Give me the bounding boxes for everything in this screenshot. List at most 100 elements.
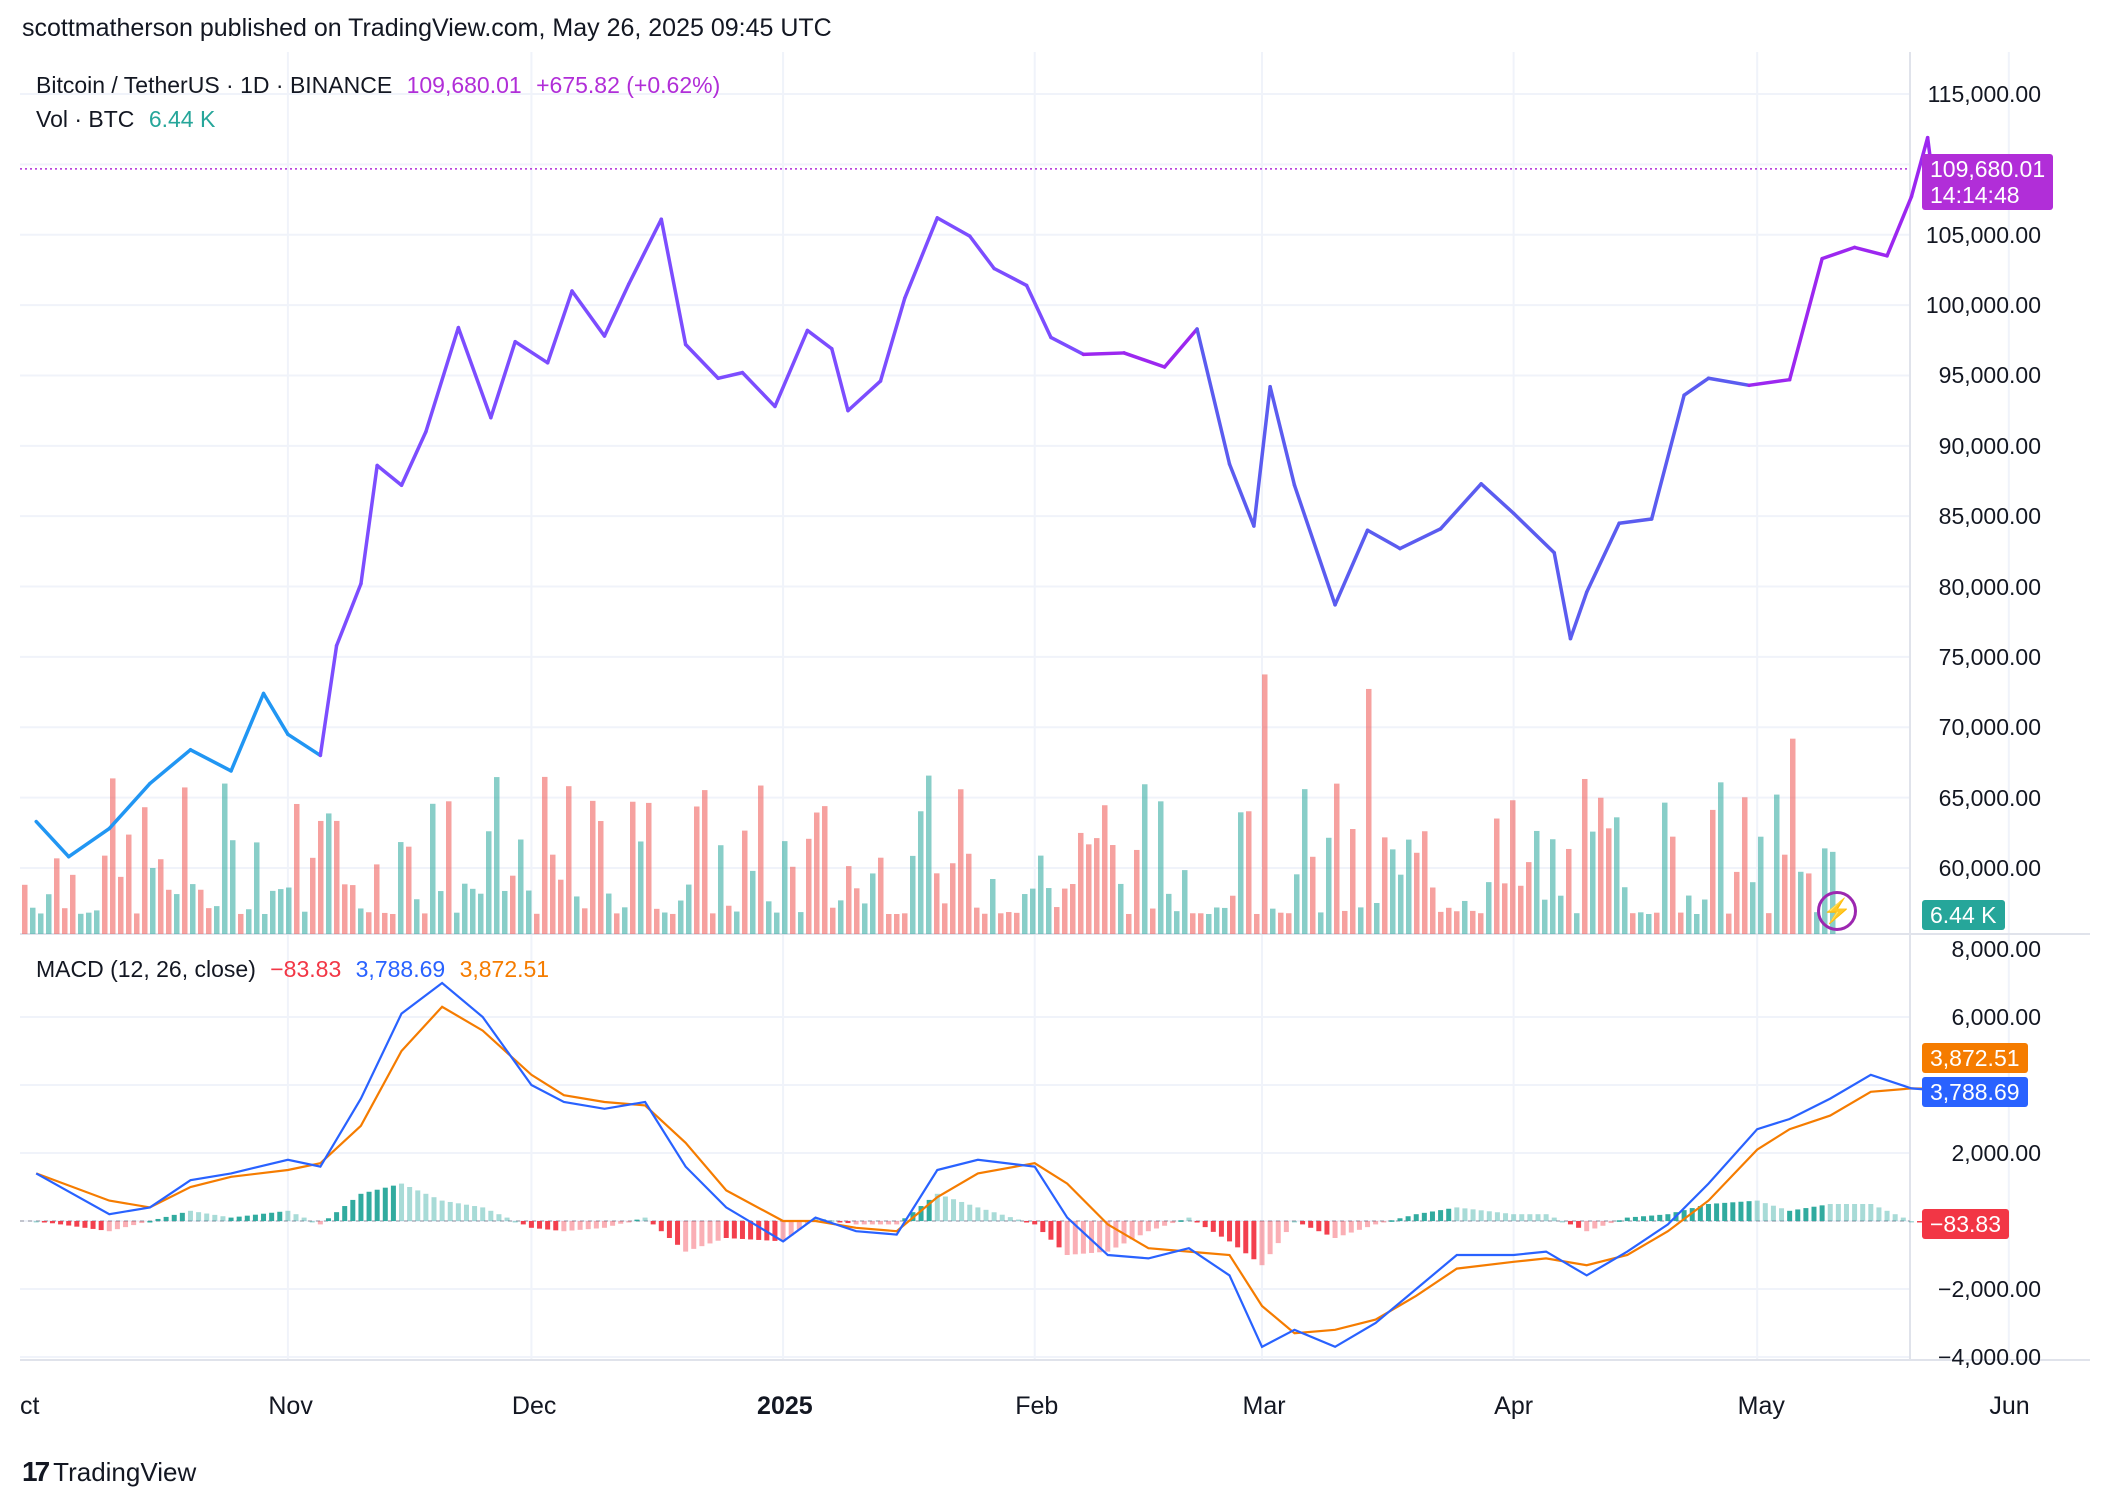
histogram-bar xyxy=(49,1221,55,1224)
volume-bar xyxy=(198,889,204,934)
macd-label: MACD (12, 26, close) xyxy=(36,956,256,982)
volume-bar xyxy=(86,912,92,934)
volume-bar xyxy=(822,806,828,934)
volume-bar xyxy=(1062,888,1068,934)
volume-bars xyxy=(22,674,1836,934)
volume-bar xyxy=(1022,894,1028,934)
grid-lines xyxy=(20,52,2090,1361)
volume-bar xyxy=(894,913,900,934)
histogram-bar xyxy=(1754,1200,1760,1221)
volume-bar xyxy=(694,806,700,934)
volume-bar xyxy=(1206,913,1212,934)
volume-bar xyxy=(1214,907,1220,934)
price-segment xyxy=(830,346,850,413)
volume-bar xyxy=(462,883,468,934)
histogram-bar xyxy=(1153,1221,1159,1229)
volume-bar xyxy=(1286,913,1292,934)
histogram-bar xyxy=(1908,1221,1914,1223)
histogram-bar xyxy=(1048,1221,1054,1240)
volume-legend[interactable]: Vol · BTC 6.44 K xyxy=(36,106,223,133)
volume-bar xyxy=(934,873,940,934)
volume-bar xyxy=(1670,836,1676,934)
price-segment xyxy=(846,379,883,413)
volume-bar xyxy=(1534,830,1540,934)
histogram-bar xyxy=(1503,1213,1509,1221)
volume-bar xyxy=(150,867,156,934)
histogram-bar xyxy=(1373,1221,1379,1225)
histogram-bar xyxy=(1689,1208,1695,1221)
volume-bar xyxy=(966,853,972,934)
histogram-bar xyxy=(366,1191,372,1221)
histogram-bar xyxy=(699,1221,705,1247)
volume-bar xyxy=(630,801,636,934)
time-tick-label: ct xyxy=(20,1392,40,1420)
histogram-bar xyxy=(317,1221,323,1225)
histogram-bar xyxy=(1227,1221,1233,1242)
histogram-bar xyxy=(675,1221,681,1245)
histogram-bar xyxy=(1900,1217,1906,1221)
volume-bar xyxy=(1422,831,1428,934)
histogram-bar xyxy=(1787,1210,1793,1221)
histogram-bar xyxy=(861,1221,867,1225)
volume-bar xyxy=(1790,738,1796,934)
volume-bar xyxy=(1294,874,1300,934)
price-tick-label: 80,000.00 xyxy=(1938,573,2041,600)
price-segment xyxy=(1252,384,1272,528)
volume-bar xyxy=(182,787,188,934)
histogram-bar xyxy=(98,1221,104,1231)
lightning-icon[interactable]: ⚡ xyxy=(1817,891,1857,931)
histogram-bar xyxy=(967,1204,973,1221)
volume-bar xyxy=(1710,809,1716,934)
histogram-bar xyxy=(934,1193,940,1221)
volume-bar xyxy=(1694,913,1700,934)
histogram-bar xyxy=(1762,1203,1768,1221)
histogram-bar xyxy=(1438,1210,1444,1221)
histogram-bar xyxy=(293,1214,299,1221)
volume-bar xyxy=(1654,912,1660,934)
price-segment xyxy=(1820,245,1857,261)
histogram-bar xyxy=(1064,1221,1070,1255)
volume-bar xyxy=(22,884,28,934)
volume-bar xyxy=(166,889,172,934)
price-segment xyxy=(1617,517,1654,525)
histogram-bar xyxy=(1332,1221,1338,1238)
signal-line xyxy=(35,1005,1961,1335)
volume-bar xyxy=(838,900,844,934)
volume-bar xyxy=(534,913,540,934)
price-segment xyxy=(334,581,363,648)
histogram-bar xyxy=(1592,1221,1598,1229)
volume-bar xyxy=(982,913,988,934)
tradingview-logo[interactable]: 17 TradingView xyxy=(22,1456,196,1488)
volume-bar xyxy=(702,790,708,934)
histogram-bar xyxy=(252,1214,258,1221)
volume-bar xyxy=(1150,908,1156,934)
histogram-bar xyxy=(1113,1221,1119,1248)
histogram-bar xyxy=(1097,1221,1103,1253)
histogram-bar xyxy=(959,1201,965,1221)
histogram-bar xyxy=(41,1221,47,1223)
price-segment xyxy=(1268,384,1297,487)
volume-bar xyxy=(1182,870,1188,934)
histogram-bar xyxy=(285,1210,291,1221)
histogram-bar xyxy=(1527,1214,1533,1221)
histogram-bar xyxy=(447,1201,453,1221)
volume-bar xyxy=(126,834,132,934)
histogram-bar xyxy=(1283,1221,1289,1233)
symbol-legend[interactable]: Bitcoin / TetherUS · 1D · BINANCE 109,68… xyxy=(36,72,728,99)
price-segment xyxy=(1292,483,1337,607)
volume-bar xyxy=(118,876,124,934)
macd-legend[interactable]: MACD (12, 26, close) −83.83 3,788.69 3,8… xyxy=(36,956,557,983)
volume-bar xyxy=(854,888,860,934)
histogram-bar xyxy=(999,1214,1005,1221)
histogram-bar xyxy=(1308,1221,1314,1228)
histogram-bar xyxy=(58,1221,64,1225)
volume-bar xyxy=(374,864,380,934)
histogram-bar xyxy=(926,1199,932,1221)
volume-label: Vol · BTC xyxy=(36,106,135,132)
histogram-bar xyxy=(918,1206,924,1221)
volume-bar xyxy=(1222,907,1228,934)
price-segment xyxy=(1909,135,1930,199)
time-tick-label: Feb xyxy=(1015,1392,1059,1420)
histogram-bar xyxy=(869,1221,875,1225)
